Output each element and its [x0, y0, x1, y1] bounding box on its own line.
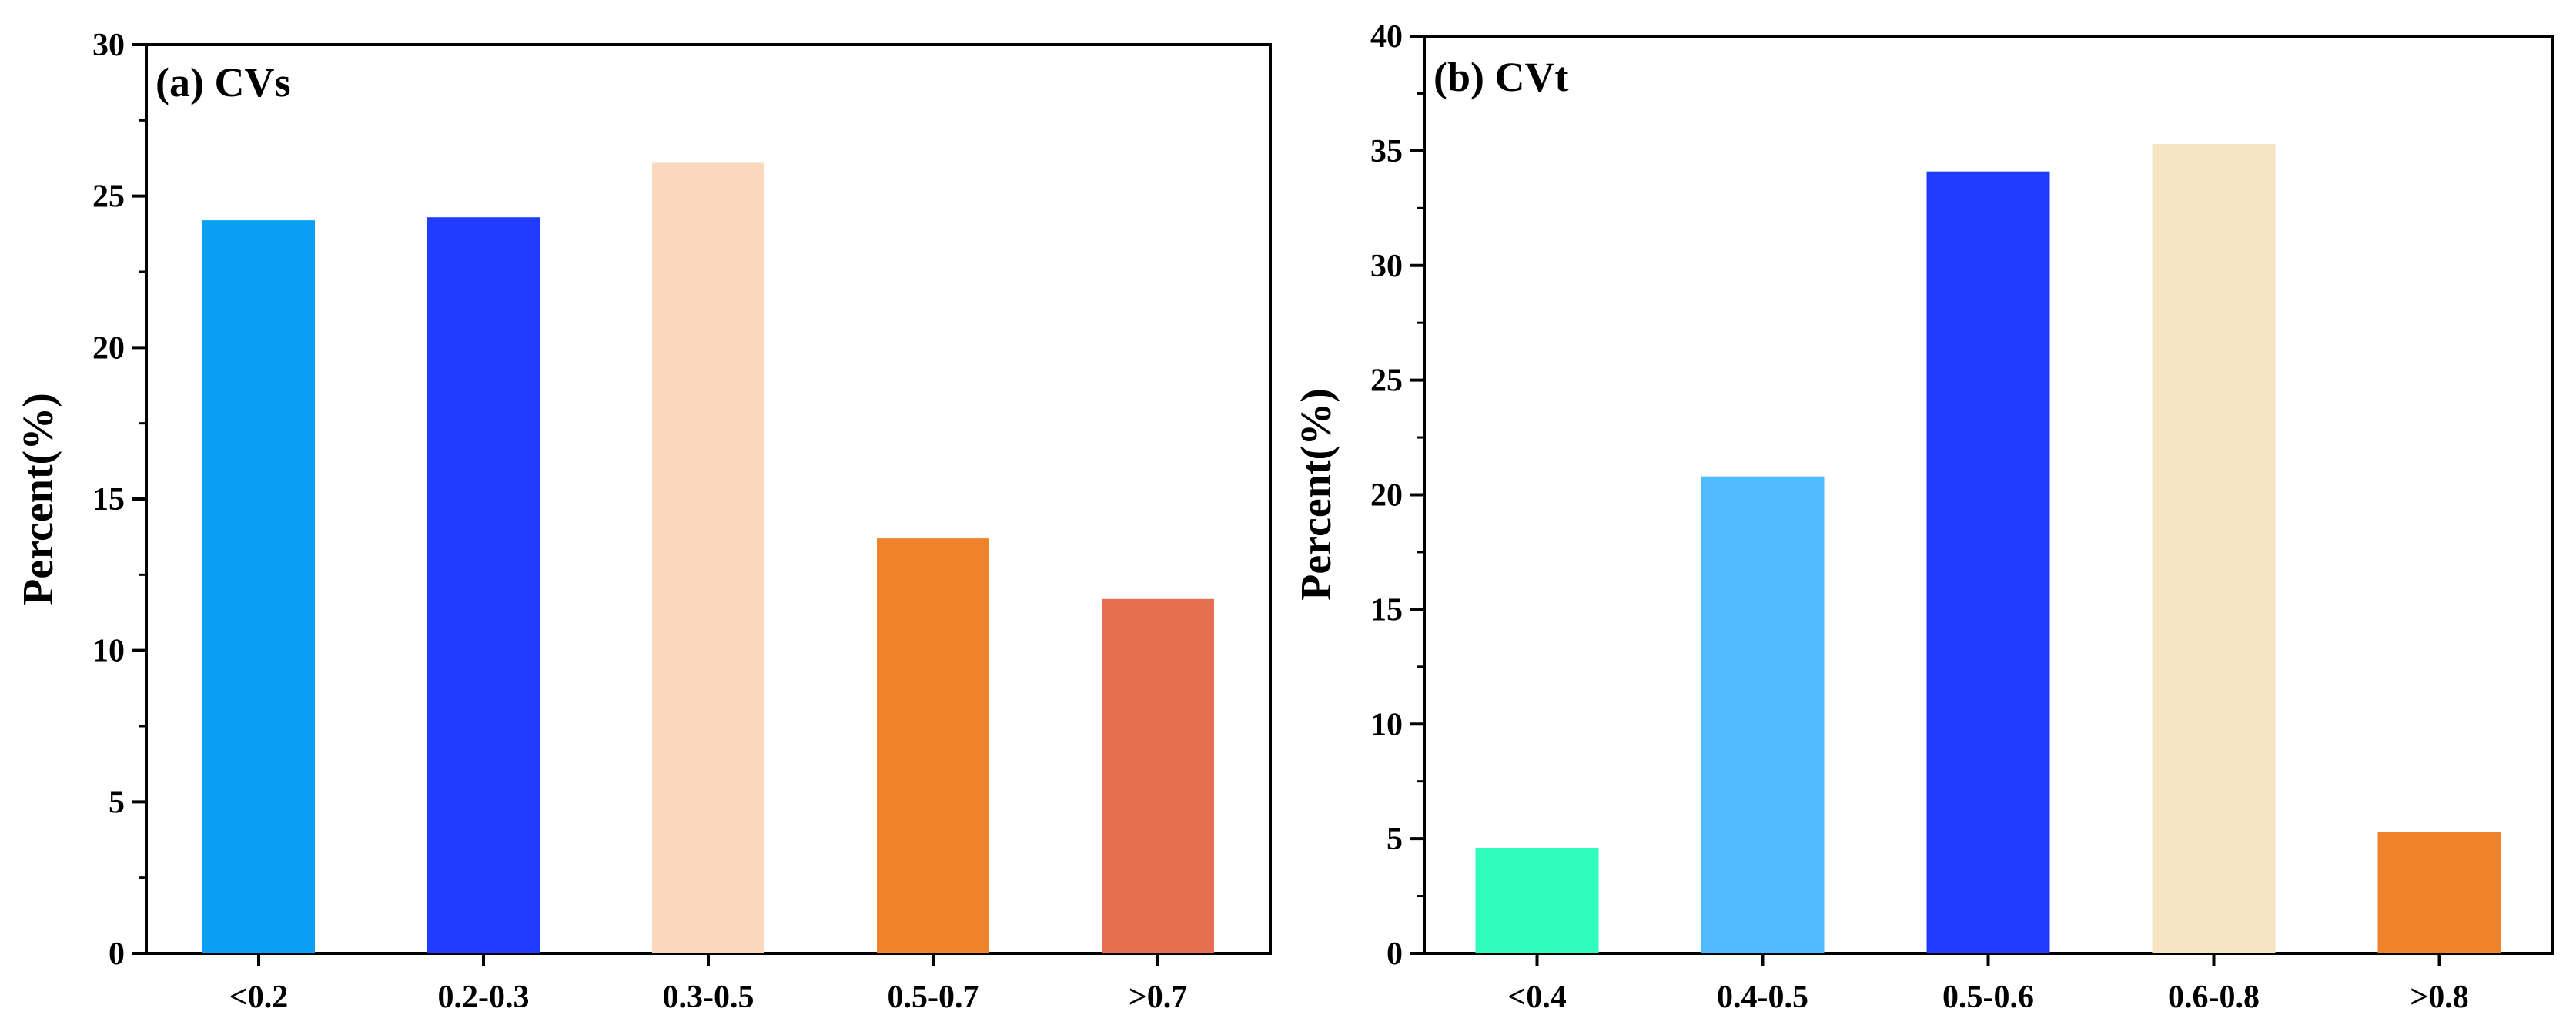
x-tick-label: 0.2-0.3 — [438, 980, 530, 1015]
bar — [877, 538, 989, 953]
bar — [1475, 848, 1599, 953]
y-axis-title: Percent(%) — [15, 393, 62, 605]
y-tick-label: 0 — [1387, 936, 1403, 972]
y-tick-label: 15 — [1370, 592, 1403, 628]
bar — [2152, 143, 2276, 953]
bars — [202, 162, 1214, 954]
x-tick-label: 0.5-0.6 — [1942, 980, 2034, 1015]
x-tick-label: <0.4 — [1507, 980, 1566, 1015]
y-tick-label: 30 — [1370, 249, 1403, 284]
y-tick-label: 0 — [109, 936, 125, 972]
y-tick-label: 40 — [1370, 19, 1403, 55]
y-ticks: 0 5 10 15 20 25 30 — [92, 28, 146, 972]
x-tick-label: 0.5-0.7 — [888, 980, 979, 1015]
x-tick-label: >0.7 — [1129, 980, 1187, 1015]
x-tick-label: 0.4-0.5 — [1717, 980, 1808, 1015]
y-axis-title: Percent(%) — [1293, 388, 1340, 601]
bar — [652, 162, 764, 953]
bar — [202, 220, 315, 954]
bar — [1102, 598, 1214, 953]
y-tick-label: 35 — [1370, 134, 1403, 169]
y-ticks: 0 5 10 15 20 25 30 35 40 — [1370, 19, 1424, 972]
y-tick-label: 25 — [1370, 363, 1403, 399]
y-tick-label: 30 — [92, 28, 125, 63]
x-tick-label: 0.3-0.5 — [663, 980, 754, 1015]
bar — [2377, 832, 2501, 953]
bar — [1701, 476, 1825, 953]
panel-b-chart: (b) CVt Percent(%) 0 5 10 15 20 25 30 35 40 <0.4… — [1293, 19, 2554, 1015]
y-tick-label: 5 — [1387, 822, 1403, 857]
chart-title: (b) CVt — [1434, 54, 1568, 100]
x-tick-label: >0.8 — [2410, 980, 2468, 1015]
x-tick-label: <0.2 — [229, 980, 288, 1015]
y-tick-label: 15 — [92, 482, 125, 518]
x-tick-label: 0.6-0.8 — [2168, 980, 2260, 1015]
y-tick-label: 10 — [92, 634, 125, 669]
x-tick-labels: <0.2 0.2-0.3 0.3-0.5 0.5-0.7 >0.7 — [229, 953, 1187, 1015]
y-tick-label: 20 — [92, 330, 125, 366]
y-tick-label: 5 — [109, 785, 125, 820]
x-tick-labels: <0.4 0.4-0.5 0.5-0.6 0.6-0.8 >0.8 — [1507, 953, 2469, 1015]
panel-a-chart: (a) CVs Percent(%) 0 5 10 15 20 25 30 <0.2 0.2-… — [15, 28, 1272, 1015]
chart-title: (a) CVs — [156, 59, 290, 106]
bar — [427, 217, 540, 953]
bars — [1475, 143, 2501, 954]
y-tick-label: 20 — [1370, 478, 1403, 514]
y-tick-label: 25 — [92, 179, 125, 215]
bar — [1926, 171, 2050, 954]
y-tick-label: 10 — [1370, 707, 1403, 742]
